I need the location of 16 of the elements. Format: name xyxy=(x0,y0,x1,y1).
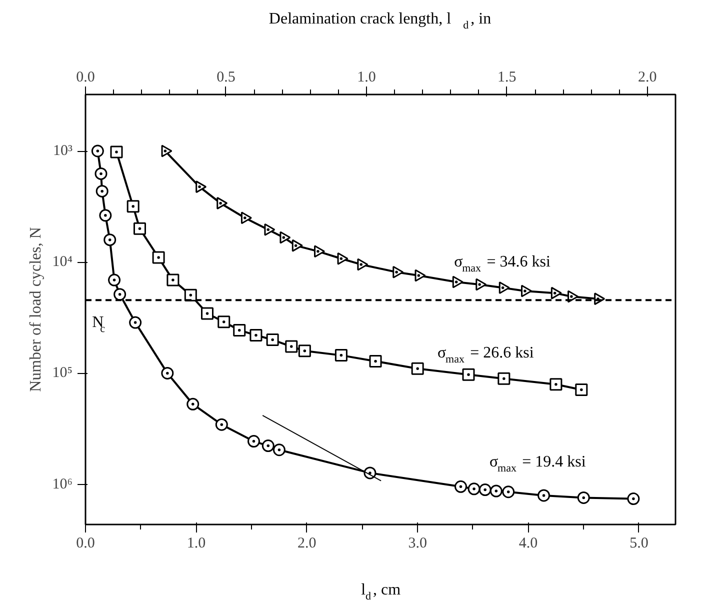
x2-tick-label: 2.0 xyxy=(638,70,657,86)
x-tick-label: 3.0 xyxy=(408,536,427,552)
x-tick-label: 5.0 xyxy=(630,536,648,552)
x2-tick-label: 1.0 xyxy=(357,70,376,86)
y-tick-label: 10⁵ xyxy=(52,365,73,382)
x-tick-label: 4.0 xyxy=(518,536,538,552)
y-tick-label: 10³ xyxy=(53,143,74,160)
y-axis-title: Number of load cycles, N xyxy=(27,226,44,392)
x2-tick-label: 0.0 xyxy=(76,70,95,86)
x-tick-label: 1.0 xyxy=(186,536,206,552)
y-tick-label: 10⁶ xyxy=(52,476,73,492)
x-tick-label: 0.0 xyxy=(76,536,95,552)
x2-tick-label: 1.5 xyxy=(498,70,516,86)
y-tick-label: 10⁴ xyxy=(52,254,73,270)
x-tick-label: 2.0 xyxy=(298,536,316,552)
x2-tick-label: 0.5 xyxy=(216,70,236,86)
